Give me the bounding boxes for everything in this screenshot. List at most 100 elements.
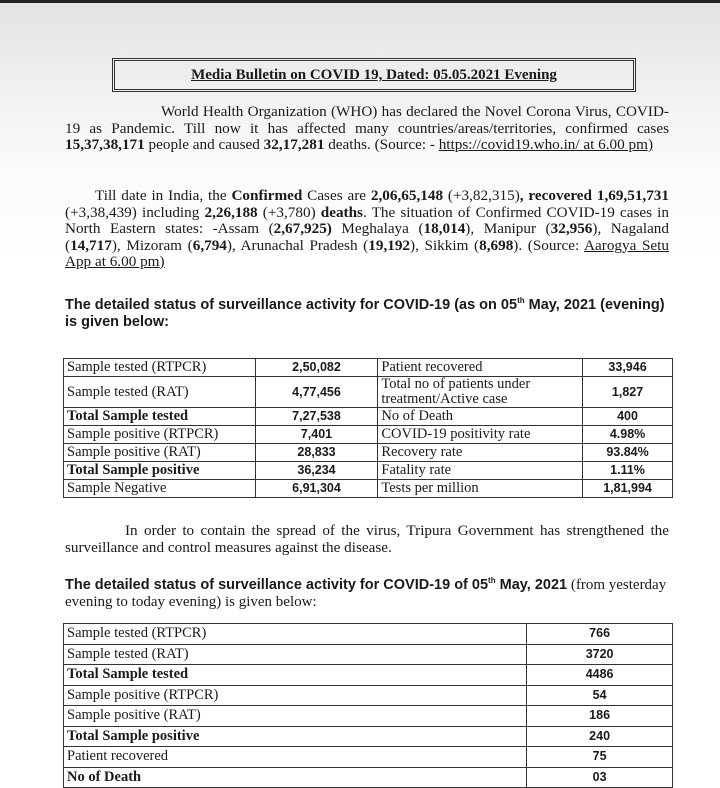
text: people and caused — [144, 136, 264, 153]
cell-value: 766 — [526, 623, 673, 645]
text: Meghalaya ( — [331, 220, 424, 237]
cell-label: Sample positive (RTPCR) — [62, 684, 528, 706]
text: May, 2021 (evening) is given below: — [65, 296, 665, 330]
cell-label: No of Death — [377, 407, 584, 426]
text: The detailed status of surveillance acti… — [65, 296, 518, 313]
cell-value: 1,81,994 — [582, 479, 673, 498]
manipur-cases: 32,956 — [550, 220, 593, 237]
cell-label: COVID-19 positivity rate — [377, 425, 584, 444]
containment-paragraph: In order to contain the spread of the vi… — [65, 522, 669, 556]
cell-label: Sample positive (RTPCR) — [63, 425, 256, 444]
cell-label: Sample tested (RAT) — [62, 643, 528, 665]
heading-cumulative: The detailed status of surveillance acti… — [65, 292, 671, 331]
cell-value: 400 — [582, 407, 673, 426]
mizoram-cases: 6,794 — [192, 236, 227, 254]
nagaland-cases: 14,717 — [70, 236, 112, 254]
cell-value: 03 — [526, 766, 673, 788]
cell-label: Sample Negative — [63, 479, 256, 498]
cell-value: 1,827 — [582, 376, 673, 408]
text: The detailed status of surveillance acti… — [65, 576, 489, 593]
cell-label: Sample tested (RTPCR) — [63, 358, 256, 377]
table-row: Total Sample tested 7,27,538 No of Death 40… — [63, 407, 673, 426]
heading-daily: The detailed status of surveillance acti… — [65, 572, 671, 611]
cell-value: 28,833 — [254, 443, 379, 462]
who-paragraph: World Health Organization (WHO) has decl… — [65, 103, 669, 154]
cell-value: 54 — [526, 684, 673, 706]
india-recovered: 1,69,51,731 — [596, 187, 669, 204]
cell-label: Sample positive (RAT) — [62, 705, 528, 727]
text: deaths — [320, 203, 363, 221]
aarogya-source-link[interactable]: Aarogya Setu App at 6.00 pm) — [65, 236, 669, 270]
text: ). (Source: — [513, 236, 585, 254]
table-row: Sample positive (RTPCR) 54 — [62, 684, 673, 706]
text: World Health Organization (WHO) has decl… — [65, 103, 669, 137]
text: May, 2021 — [495, 576, 568, 593]
cell-value: 7,401 — [254, 425, 379, 444]
text: ), Sikkim ( — [410, 236, 480, 254]
table-row: Total Sample tested 4486 — [62, 664, 673, 686]
cell-value: 4.98% — [582, 425, 673, 444]
cell-label: Sample tested (RTPCR) — [62, 623, 528, 645]
text: th — [488, 576, 496, 585]
india-paragraph: Till date in India, the Confirmed Cases … — [65, 187, 669, 271]
table-row: Sample tested (RTPCR) 766 — [62, 623, 673, 645]
text: ), Manipur ( — [465, 220, 551, 237]
global-cases: 15,37,38,171 — [65, 136, 145, 153]
cell-value: 36,234 — [254, 461, 379, 480]
text: . The situation of Confirmed COVID-19 ca… — [65, 203, 669, 237]
bulletin-title: Media Bulletin on COVID 19, Dated: 05.05… — [191, 67, 557, 83]
meghalaya-cases: 18,014 — [423, 220, 466, 237]
cell-label: Total Sample positive — [63, 461, 256, 480]
cell-label: Recovery rate — [377, 443, 584, 462]
cell-label: Patient recovered — [377, 358, 584, 377]
top-edge — [0, 0, 720, 3]
cell-label: Sample positive (RAT) — [63, 443, 256, 462]
cell-value: 93.84% — [582, 443, 673, 462]
india-deaths: 2,26,188 — [204, 203, 258, 221]
text: (+3,38,439) including — [65, 203, 205, 221]
cell-label: Total Sample tested — [63, 407, 256, 426]
cell-value: 240 — [526, 725, 673, 747]
table-row: Sample positive (RAT) 186 — [62, 705, 673, 727]
table-row: Patient recovered 75 — [62, 746, 673, 768]
cell-label: Patient recovered — [62, 746, 528, 768]
cell-value: 4486 — [526, 664, 673, 686]
cumulative-table: Sample tested (RTPCR) 2,50,082 Patient rec… — [63, 358, 673, 498]
cell-value: 75 — [526, 746, 673, 768]
who-source-link[interactable]: https://covid19.who.in/ at 6.00 pm) — [438, 136, 654, 153]
cell-label: Sample tested (RAT) — [63, 376, 256, 408]
cell-label: Total Sample positive — [62, 725, 528, 747]
cell-label: Total no of patients under treatment/Act… — [377, 376, 584, 408]
text: ), Nagaland ( — [65, 220, 669, 254]
table-row: Sample Negative 6,91,304 Tests per million… — [63, 479, 673, 498]
cell-value: 1.11% — [582, 461, 673, 480]
bulletin-title-box: Media Bulletin on COVID 19, Dated: 05.05… — [112, 58, 636, 92]
table-row: Sample positive (RTPCR) 7,401 COVID-19 pos… — [63, 425, 673, 444]
cell-label: Fatality rate — [377, 461, 584, 480]
table-row: Sample tested (RAT) 4,77,456 Total no of p… — [63, 376, 673, 408]
text: Cases are — [302, 187, 371, 204]
text: ), Mizoram ( — [111, 236, 193, 254]
text: , recovered — [519, 187, 592, 204]
cell-value: 6,91,304 — [254, 479, 379, 498]
cell-value: 2,50,082 — [254, 358, 379, 377]
table-row: Sample positive (RAT) 28,833 Recovery rate… — [63, 443, 673, 462]
sikkim-cases: 8,698 — [479, 236, 514, 254]
table-row: Total Sample positive 36,234 Fatality rate… — [63, 461, 673, 480]
text: th — [517, 296, 525, 305]
table-row: No of Death 03 — [62, 766, 673, 788]
cell-value: 186 — [526, 705, 673, 727]
table-row: Sample tested (RAT) 3720 — [62, 643, 673, 665]
text: deaths. (Source: - — [324, 136, 439, 153]
text: (from yesterday evening to today evening… — [65, 576, 667, 610]
global-deaths: 32,17,281 — [263, 136, 325, 153]
cell-value: 33,946 — [582, 358, 673, 377]
text: ), Arunachal Pradesh ( — [226, 236, 369, 254]
text: Till date in India, the — [95, 187, 232, 204]
text: Confirmed — [231, 187, 303, 204]
table-row: Total Sample positive 240 — [62, 725, 673, 747]
cell-value: 3720 — [526, 643, 673, 665]
table-row: Sample tested (RTPCR) 2,50,082 Patient rec… — [63, 358, 673, 377]
text: (+3,82,315) — [443, 187, 520, 204]
cell-label: No of Death — [62, 766, 528, 788]
